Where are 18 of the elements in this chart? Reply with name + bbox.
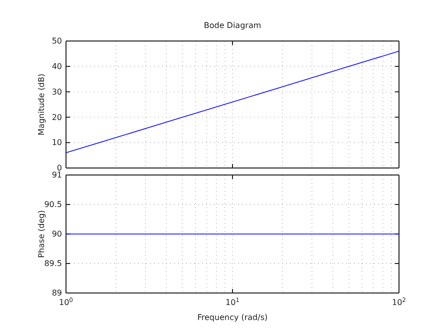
chart-title: Bode Diagram — [204, 21, 262, 30]
y-tick-label: 91 — [52, 170, 62, 180]
y-tick-label: 90.5 — [44, 200, 62, 210]
y-axis-title: Magnitude (dB) — [37, 74, 46, 136]
y-tick-label: 20 — [52, 112, 62, 122]
y-tick-label: 0 — [56, 164, 62, 173]
x-axis-title: Frequency (rad/s) — [197, 313, 268, 322]
y-tick-label: 30 — [52, 87, 62, 96]
x-tick-label: 10$^{1}$ — [225, 296, 240, 307]
x-tick-label: 10$^{2}$ — [392, 296, 406, 307]
y-tick-label: 89.5 — [44, 259, 62, 268]
y-tick-label: 40 — [52, 62, 62, 71]
y-tick-label: 50 — [52, 36, 62, 46]
y-tick-label: 89 — [52, 288, 62, 298]
x-tick-label: 10$^{0}$ — [58, 296, 74, 307]
y-tick-label: 10 — [52, 138, 62, 148]
y-axis-title: Phase (deg) — [37, 210, 46, 258]
y-tick-label: 90 — [52, 230, 62, 239]
